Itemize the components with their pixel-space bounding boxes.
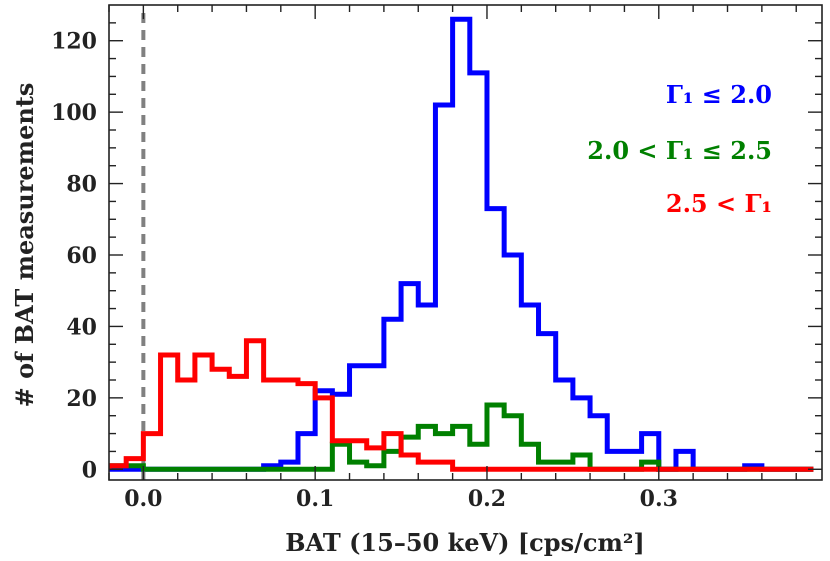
- legend-entry-2: 2.5 < Γ₁: [666, 189, 772, 218]
- histogram-series-2: [109, 338, 814, 472]
- x-tick-label: 0.3: [640, 486, 678, 512]
- x-axis: 0.0 0.1 0.2 0.3: [108, 5, 797, 512]
- histogram-series-1: [109, 402, 814, 472]
- y-tick-label: 80: [66, 172, 97, 198]
- y-axis: 0 20 40 60 80 100 120: [51, 22, 822, 483]
- x-axis-label: BAT (15–50 keV) [cps/cm²]: [285, 528, 644, 557]
- histogram-series-0: [109, 16, 814, 472]
- y-axis-label: # of BAT measurements: [10, 83, 39, 408]
- plot-frame: [108, 4, 823, 481]
- legend-entry-1: 2.0 < Γ₁ ≤ 2.5: [587, 136, 772, 165]
- legend-entry-0: Γ₁ ≤ 2.0: [666, 80, 772, 109]
- legend: Γ₁ ≤ 2.0 2.0 < Γ₁ ≤ 2.5 2.5 < Γ₁: [587, 80, 772, 218]
- x-tick-label: 0.0: [124, 486, 162, 512]
- x-tick-label: 0.1: [296, 486, 334, 512]
- y-tick-label: 0: [82, 457, 97, 483]
- x-tick-label: 0.2: [468, 486, 506, 512]
- y-tick-label: 20: [66, 386, 97, 412]
- y-tick-label: 40: [66, 314, 97, 340]
- y-tick-label: 100: [51, 100, 97, 126]
- plot-area: [108, 4, 823, 481]
- y-tick-label: 60: [66, 243, 97, 269]
- y-tick-label: 120: [51, 29, 97, 55]
